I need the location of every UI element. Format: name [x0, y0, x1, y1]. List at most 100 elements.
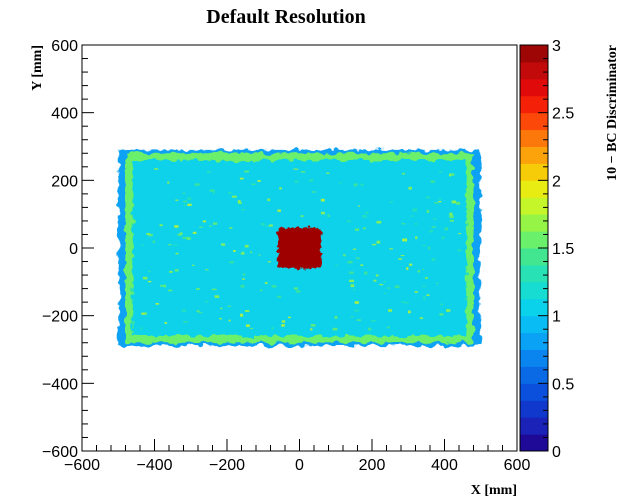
heatmap-speckle: [426, 294, 430, 296]
heatmap-speckle: [229, 226, 233, 229]
heatmap-speckle: [365, 211, 369, 214]
x-tick-label: −600: [64, 457, 100, 474]
heatmap-speckle: [146, 232, 151, 235]
heatmap-speckle: [245, 324, 250, 328]
heatmap-speckle: [414, 291, 418, 293]
heatmap-speckle: [387, 287, 390, 289]
heatmap-speckle: [240, 252, 245, 255]
colorbar: [519, 44, 549, 452]
colorbar-swatch: [520, 417, 548, 435]
heatmap-speckle: [410, 215, 414, 217]
heatmap-speckle: [326, 172, 330, 174]
heatmap-speckle: [386, 326, 390, 329]
colorbar-swatch: [520, 214, 548, 232]
heatmap-speckle: [327, 214, 330, 218]
heatmap-speckle: [269, 224, 273, 227]
heatmap-speckle: [140, 244, 145, 246]
heatmap-speckle: [167, 181, 170, 184]
heatmap-speckle: [237, 200, 241, 203]
z-tick-label: 1: [552, 309, 561, 326]
heatmap-speckle: [350, 284, 355, 288]
z-tick-label: 3: [552, 38, 561, 55]
heatmap-speckle: [148, 270, 151, 273]
colorbar-swatch: [520, 95, 548, 114]
heatmap-speckle: [212, 222, 218, 225]
heatmap-speckle: [364, 271, 368, 275]
heatmap-speckle: [202, 220, 206, 223]
heatmap-speckle: [183, 200, 188, 203]
y-tick-label: 400: [51, 106, 78, 123]
colorbar-axis: 0 0.5 1 1.5 2 2.5 3: [538, 38, 574, 461]
heatmap-hot-core: [286, 236, 313, 260]
heatmap-speckle: [400, 254, 405, 257]
heatmap-speckle: [431, 226, 436, 228]
heatmap-speckle: [339, 182, 342, 184]
x-axis: −600 −400 −200 0 200 400 600: [64, 439, 530, 474]
heatmap-speckle: [228, 319, 231, 322]
heatmap-speckles: [140, 168, 462, 331]
heatmap-speckle: [192, 264, 195, 267]
heatmap-speckle: [379, 283, 384, 286]
heatmap-speckle: [257, 179, 261, 182]
heatmap-speckle: [281, 320, 286, 323]
heatmap-speckle: [182, 192, 185, 194]
heatmap-speckle: [449, 212, 453, 216]
heatmap-speckle: [242, 273, 246, 276]
heatmap-speckle: [287, 316, 291, 319]
heatmap-speckle: [179, 232, 183, 235]
heatmap-speckle: [394, 285, 400, 289]
heatmap-speckle: [360, 264, 364, 267]
colorbar-swatch: [520, 61, 548, 80]
heatmap-speckle: [389, 248, 393, 250]
heatmap-speckle: [153, 168, 159, 170]
heatmap-speckle: [354, 301, 359, 304]
colorbar-swatch: [520, 332, 548, 350]
heatmap-speckle: [439, 313, 444, 316]
heatmap-speckle: [221, 243, 226, 246]
heatmap-speckle: [430, 180, 435, 183]
heatmap-speckle: [354, 309, 360, 312]
heatmap-speckle: [438, 200, 442, 203]
heatmap-speckle: [163, 284, 167, 288]
heatmap-speckle: [376, 220, 382, 224]
heatmap-speckle: [406, 267, 409, 270]
colorbar-swatch: [520, 281, 548, 300]
heatmap-speckle: [227, 191, 232, 194]
heatmap-speckle: [334, 315, 338, 319]
heatmap-regions: [118, 149, 481, 347]
heatmap-speckle: [192, 231, 197, 234]
x-tick-label: 600: [504, 457, 531, 474]
heatmap-speckle: [441, 236, 445, 239]
colorbar-swatch: [520, 383, 548, 401]
heatmap-speckle: [155, 303, 160, 305]
heatmap-speckle: [375, 274, 379, 277]
heatmap-speckle: [426, 209, 430, 213]
heatmap-speckle: [346, 220, 352, 223]
heatmap-speckle: [295, 290, 301, 293]
heatmap-speckle: [348, 279, 354, 283]
heatmap-speckle: [354, 228, 360, 231]
heatmap-speckle: [196, 310, 200, 312]
heatmap-speckle: [159, 224, 163, 227]
heatmap-speckle: [279, 187, 283, 190]
colorbar-swatch: [520, 434, 548, 452]
heatmap-speckle: [183, 321, 188, 323]
colorbar-swatch: [520, 298, 548, 317]
heatmap-speckle: [446, 309, 451, 312]
heatmap-speckle: [457, 249, 462, 252]
heatmap-speckle: [196, 287, 200, 290]
y-tick-label: −200: [42, 309, 78, 326]
x-tick-label: −400: [136, 457, 172, 474]
y-tick-label: 600: [51, 38, 78, 55]
heatmap-speckle: [417, 270, 421, 273]
heatmap-speckle: [177, 233, 182, 236]
heatmap-speckle: [432, 218, 437, 220]
heatmap-speckle: [357, 205, 360, 207]
heatmap-speckle: [281, 324, 285, 327]
colorbar-swatch: [520, 231, 548, 249]
heatmap-speckle: [433, 202, 439, 204]
heatmap-speckle: [147, 280, 152, 283]
heatmap-speckle: [194, 183, 200, 186]
heatmap-speckle: [355, 257, 360, 260]
colorbar-swatch: [520, 45, 548, 63]
